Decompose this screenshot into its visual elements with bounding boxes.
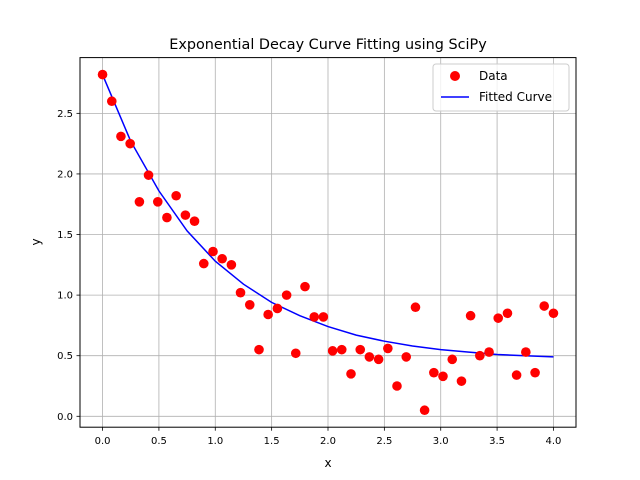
grid [80,57,576,428]
data-point [364,352,375,362]
x-tick-label: 3.5 [489,436,505,447]
y-tick-label: 2.0 [57,169,73,180]
data-point [272,303,283,314]
data-point [198,258,209,269]
data-point [116,131,126,142]
data-point [355,344,366,355]
axes-frame [79,57,577,428]
data-point [539,301,550,311]
x-tick-label: 0.0 [95,436,111,447]
chart-title: Exponential Decay Curve Fitting using Sc… [169,37,487,53]
data-point [226,260,237,270]
y-tick-label: 0.5 [57,351,73,362]
data-point [300,281,310,292]
y-tick-label: 2.5 [57,109,73,120]
data-point [511,370,522,380]
data-point [401,352,412,362]
x-tick-label: 0.5 [151,436,167,447]
data-point [180,210,191,220]
data-point [171,190,181,201]
data-point [502,308,513,319]
data-point [521,347,531,357]
y-tick-label: 1.0 [57,291,73,302]
x-tick-label: 2.5 [376,436,392,447]
data-point [392,381,402,391]
legend-marker-data [450,71,460,81]
data-point [346,369,356,379]
data-point [263,309,273,320]
data-point [162,212,172,223]
legend-label-fitted-curve: Fitted Curve [479,90,552,104]
data-point [484,347,494,357]
ticks: 0.0 0.5 1.0 1.5 2.0 2.5 3.0 3.5 4.0 0.0 0.5 1.0 1.5 2… [57,109,561,447]
data-point [419,405,430,416]
data-point [429,367,439,378]
data-point [106,96,117,107]
data-point [134,197,145,207]
data-point [318,312,329,322]
x-tick-label: 1.5 [264,436,280,447]
x-tick-label: 3.0 [433,436,449,447]
legend: Data Fitted Curve [432,63,570,112]
data-point [281,290,292,300]
data-point [373,354,384,365]
data-point [189,216,200,226]
data-point [475,350,485,361]
data-point [548,308,559,319]
x-axis-label: x [324,456,331,470]
x-tick-label: 4.0 [546,436,562,447]
y-tick-label: 0.0 [57,412,73,423]
y-axis-label: y [29,238,43,245]
data-point [244,300,255,310]
data-points-layer [97,69,559,416]
data-point [208,246,218,257]
data-point [383,343,393,354]
legend-label-data: Data [479,69,508,83]
data-point [125,138,135,149]
data-point [465,310,476,321]
data-point [530,367,540,378]
data-point [438,371,448,382]
data-point [309,312,320,322]
data-point [336,344,347,355]
data-point [217,253,227,264]
data-point [152,197,163,207]
data-point [143,170,154,180]
data-point [447,354,458,365]
data-point [327,346,338,356]
data-point [290,348,301,359]
x-tick-label: 1.0 [207,436,223,447]
data-point [410,302,421,313]
y-tick-label: 1.5 [57,230,73,241]
data-point [254,344,264,355]
data-point [493,313,504,323]
data-point [456,376,467,386]
x-tick-label: 2.0 [320,436,336,447]
data-point [97,69,108,80]
data-point [235,287,246,298]
